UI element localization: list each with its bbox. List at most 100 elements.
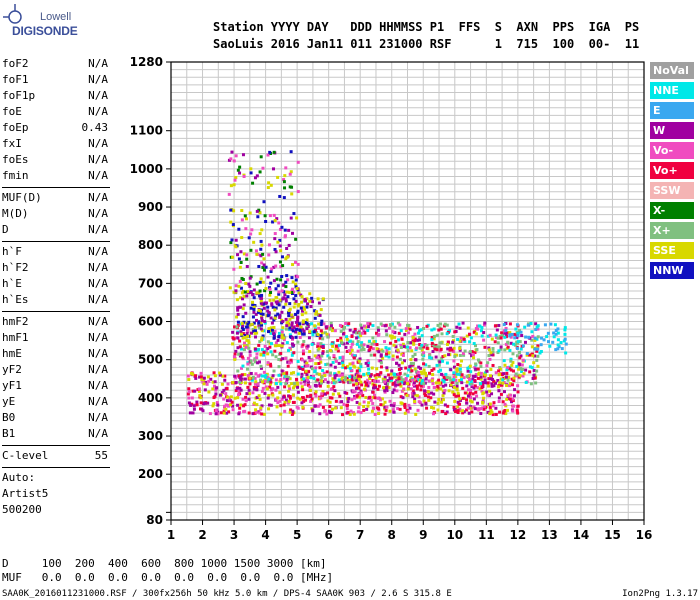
echo-point <box>251 412 255 416</box>
echo-point <box>359 343 363 347</box>
echo-point <box>241 328 245 332</box>
echo-point <box>214 388 218 392</box>
echo-point <box>384 346 388 350</box>
echo-point <box>395 355 399 359</box>
echo-point <box>390 376 394 380</box>
echo-point <box>432 327 436 331</box>
echo-point <box>369 345 373 349</box>
echo-point <box>326 384 330 388</box>
echo-point <box>273 349 277 353</box>
echo-point <box>476 358 480 362</box>
echo-point <box>498 366 502 370</box>
echo-point <box>257 264 261 268</box>
echo-point <box>492 401 496 405</box>
echo-point <box>412 362 416 366</box>
echo-point <box>337 392 341 396</box>
echo-point <box>490 377 494 381</box>
echo-point <box>429 396 433 400</box>
echo-point <box>304 398 308 402</box>
echo-point <box>490 382 494 386</box>
echo-point <box>483 345 487 349</box>
echo-point <box>294 278 298 282</box>
echo-point <box>458 397 462 401</box>
echo-point <box>249 359 253 363</box>
echo-point <box>274 314 278 318</box>
echo-point <box>553 323 557 327</box>
echo-point <box>266 153 270 157</box>
echo-point <box>504 342 508 346</box>
echo-point <box>276 300 280 304</box>
echo-point <box>313 383 317 387</box>
echo-point <box>451 339 455 343</box>
echo-point <box>334 373 338 377</box>
echo-point <box>435 333 439 337</box>
echo-point <box>318 313 322 317</box>
echo-point <box>499 347 503 351</box>
echo-point <box>316 404 320 408</box>
echo-point <box>334 406 338 410</box>
echo-point <box>503 402 507 406</box>
echo-point <box>309 330 313 334</box>
echo-point <box>403 332 407 336</box>
echo-point <box>247 346 251 350</box>
echo-point <box>391 381 395 385</box>
echo-point <box>454 375 458 379</box>
echo-point <box>387 351 391 355</box>
echo-point <box>516 373 520 377</box>
echo-point <box>488 377 492 381</box>
echo-point <box>209 377 213 381</box>
echo-point <box>313 316 317 320</box>
echo-point <box>280 397 284 401</box>
echo-point <box>497 400 501 404</box>
echo-point <box>409 376 413 380</box>
echo-point <box>240 366 244 370</box>
echo-point <box>231 330 235 334</box>
echo-point <box>290 342 294 346</box>
param-name: h`F2 <box>2 261 29 274</box>
echo-point <box>291 231 295 235</box>
echo-point <box>505 368 509 372</box>
echo-point <box>313 324 317 328</box>
echo-point <box>287 376 291 380</box>
x-tick-label: 2 <box>198 528 206 542</box>
echo-point <box>501 411 505 415</box>
echo-point <box>322 371 326 375</box>
echo-point <box>504 335 508 339</box>
echo-point <box>246 362 250 366</box>
echo-point <box>296 390 300 394</box>
echo-point <box>476 367 480 371</box>
echo-point <box>240 326 244 330</box>
echo-point <box>337 378 341 382</box>
echo-point <box>284 302 288 306</box>
echo-point <box>277 303 281 307</box>
echo-point <box>273 247 277 251</box>
echo-point <box>289 150 293 154</box>
echo-point <box>259 296 263 300</box>
echo-point <box>290 289 294 293</box>
echo-point <box>238 339 242 343</box>
echo-point <box>294 285 298 289</box>
echo-point <box>362 372 366 376</box>
echo-point <box>301 322 305 326</box>
echo-point <box>505 384 509 388</box>
echo-point <box>262 263 266 267</box>
echo-point <box>241 324 245 328</box>
echo-point <box>294 237 298 241</box>
echo-point <box>406 380 410 384</box>
echo-point <box>334 344 338 348</box>
echo-point <box>430 391 434 395</box>
echo-point <box>435 363 439 367</box>
echo-point <box>516 390 520 394</box>
echo-point <box>269 326 273 330</box>
echo-point <box>377 332 381 336</box>
echo-point <box>289 216 293 220</box>
echo-point <box>423 381 427 385</box>
echo-point <box>224 403 228 407</box>
echo-point <box>372 383 376 387</box>
echo-point <box>465 334 469 338</box>
echo-point <box>472 330 476 334</box>
echo-point <box>321 390 325 394</box>
echo-point <box>398 407 402 411</box>
param-name: foF1p <box>2 89 36 102</box>
echo-point <box>356 349 360 353</box>
